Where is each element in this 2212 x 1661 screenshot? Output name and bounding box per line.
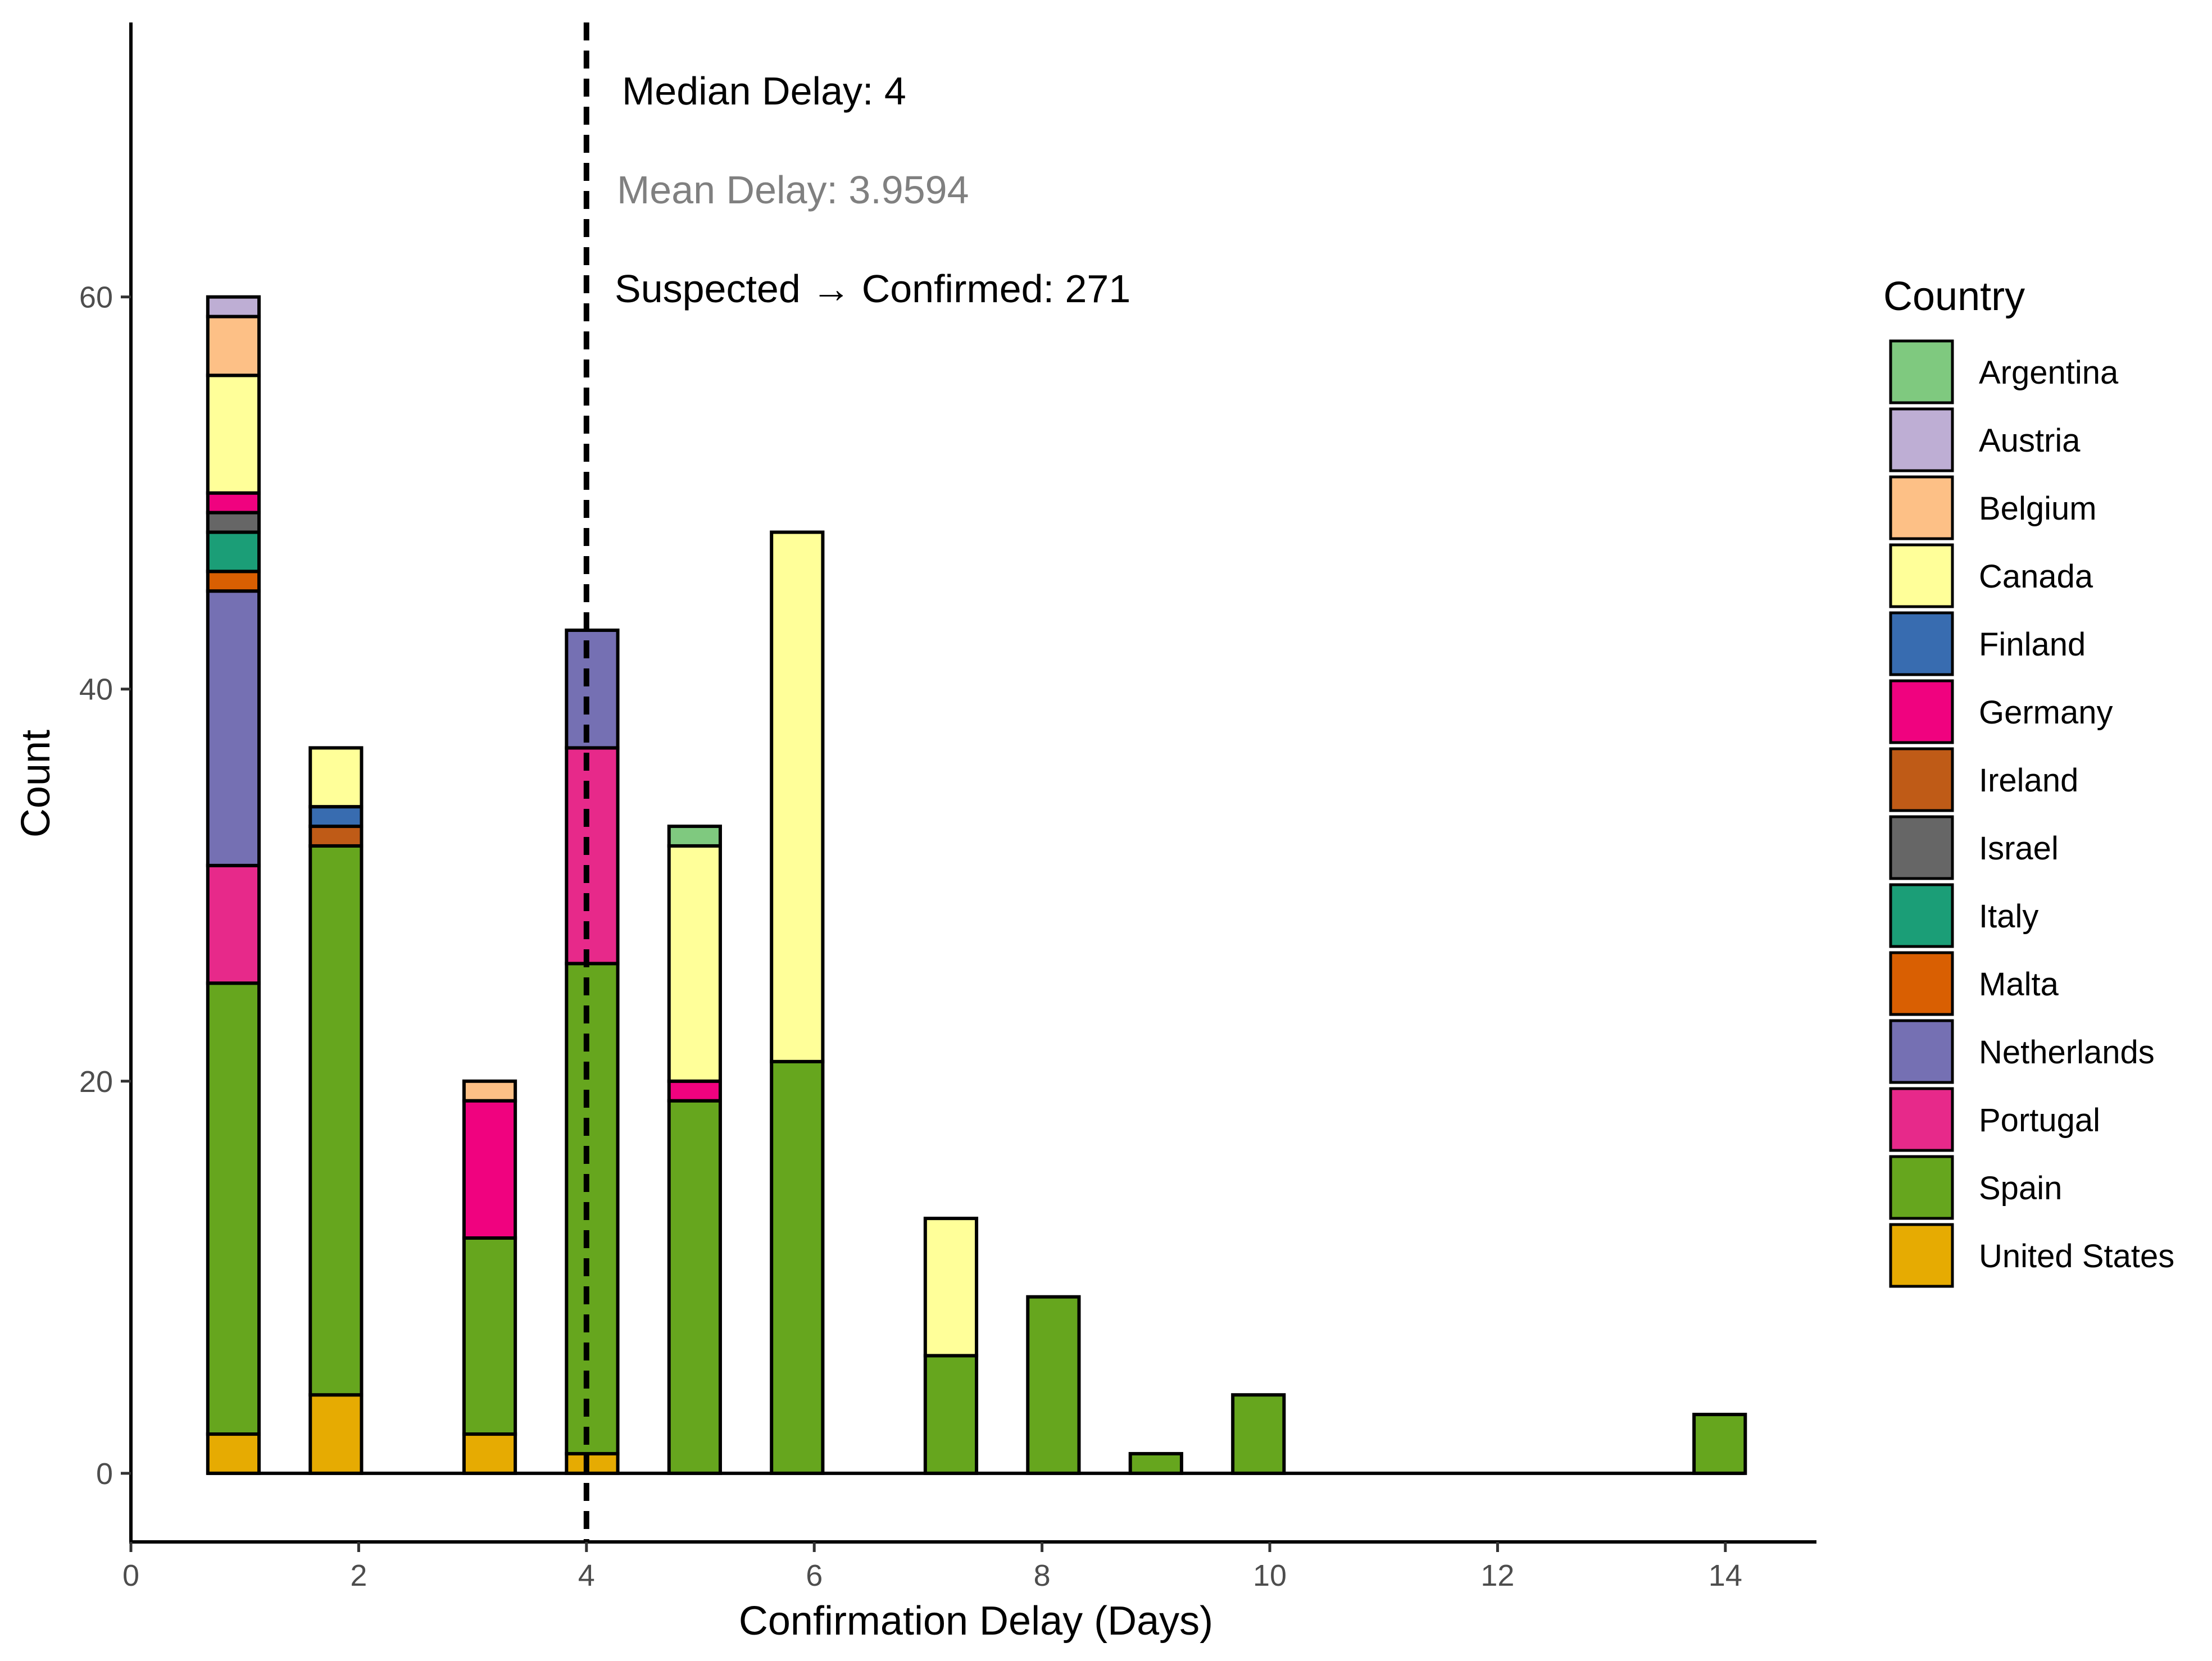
- x-tick-label: 8: [1034, 1559, 1051, 1592]
- legend-label-united-states: United States: [1979, 1238, 2174, 1275]
- x-tick-label: 0: [122, 1559, 139, 1592]
- x-tick-label: 10: [1253, 1559, 1287, 1592]
- bar-segment-finland: [308, 805, 364, 829]
- bar-segment-italy: [206, 530, 261, 574]
- bar-segment-austria: [206, 295, 261, 318]
- suspected-confirmed-annotation: Suspected → Confirmed: 271: [615, 267, 1130, 311]
- bar-segment-canada: [308, 746, 364, 809]
- legend-label-portugal: Portugal: [1979, 1102, 2100, 1139]
- y-axis-title: Count: [13, 730, 58, 838]
- legend-label-germany: Germany: [1979, 694, 2113, 731]
- bar-segment-spain: [1026, 1295, 1081, 1475]
- legend-key-netherlands: [1889, 1019, 1954, 1084]
- legend-label-netherlands: Netherlands: [1979, 1034, 2155, 1071]
- bar-segment-portugal: [206, 863, 261, 985]
- legend-label-austria: Austria: [1979, 422, 2081, 459]
- bar-segment-germany: [667, 1079, 722, 1103]
- x-axis-title: Confirmation Delay (Days): [739, 1599, 1213, 1644]
- bar-segment-belgium: [206, 315, 261, 377]
- y-ticks: 0 20 40 60: [79, 281, 131, 1491]
- bar-segment-united-states: [206, 1432, 261, 1475]
- bar-segment-spain: [667, 1099, 722, 1475]
- legend-key-israel: [1889, 815, 1954, 880]
- bar-segment-germany: [462, 1099, 517, 1240]
- bar-segment-spain: [1128, 1451, 1183, 1475]
- mean-delay-annotation: Mean Delay: 3.9594: [617, 168, 969, 212]
- legend-label-finland: Finland: [1979, 626, 2086, 663]
- bar-segment-canada: [923, 1217, 979, 1358]
- legend-key-finland: [1889, 611, 1954, 676]
- bar-segment-spain: [565, 962, 620, 1455]
- bar-segment-netherlands: [206, 589, 261, 867]
- bar-segment-ireland: [308, 825, 364, 848]
- legend-key-ireland: [1889, 747, 1954, 812]
- bar-segment-united-states: [308, 1393, 364, 1475]
- bar-segment-united-states: [565, 1451, 620, 1475]
- bar-segment-spain: [1231, 1393, 1286, 1475]
- legend-label-italy: Italy: [1979, 898, 2038, 935]
- bar-segment-spain: [770, 1059, 825, 1475]
- bar-segment-united-states: [462, 1432, 517, 1475]
- bar-segment-netherlands: [565, 629, 620, 750]
- bar-segment-canada: [667, 844, 722, 1083]
- x-tick-label: 6: [806, 1559, 823, 1592]
- legend-key-malta: [1889, 951, 1954, 1016]
- legend-label-malta: Malta: [1979, 966, 2059, 1003]
- legend-items: Argentina Austria Belgium Canada Finland Germ…: [1889, 339, 2174, 1288]
- legend-key-portugal: [1889, 1087, 1954, 1152]
- x-tick-label: 4: [578, 1559, 595, 1592]
- legend-label-ireland: Ireland: [1979, 762, 2078, 799]
- x-tick-label: 2: [350, 1559, 367, 1592]
- legend-key-canada: [1889, 543, 1954, 608]
- legend-key-italy: [1889, 883, 1954, 948]
- y-tick-label: 20: [79, 1065, 113, 1099]
- legend-key-argentina: [1889, 339, 1954, 404]
- x-ticks: 0 2 4 6 8 10 12 14: [122, 1542, 1742, 1592]
- legend-title: Country: [1883, 274, 2025, 319]
- bar-segment-canada: [770, 530, 825, 1063]
- legend-label-argentina: Argentina: [1979, 354, 2119, 391]
- bar-segment-spain: [308, 844, 364, 1397]
- bar-segment-spain: [1692, 1413, 1747, 1475]
- bar-segment-canada: [206, 374, 261, 495]
- bar-segment-argentina: [667, 825, 722, 848]
- bar-segment-spain: [923, 1354, 979, 1475]
- legend-key-belgium: [1889, 475, 1954, 540]
- bars-layer: [206, 295, 1747, 1475]
- y-tick-label: 60: [79, 281, 113, 315]
- legend-key-austria: [1889, 407, 1954, 472]
- legend: Country Argentina Austria Belgium Canada Fin…: [1883, 274, 2174, 1288]
- legend-label-belgium: Belgium: [1979, 490, 2097, 527]
- y-tick-label: 40: [79, 673, 113, 707]
- x-tick-label: 14: [1709, 1559, 1742, 1592]
- bar-segment-israel: [206, 511, 261, 534]
- legend-label-canada: Canada: [1979, 558, 2093, 595]
- bar-segment-spain: [462, 1236, 517, 1436]
- legend-label-spain: Spain: [1979, 1170, 2062, 1207]
- legend-key-spain: [1889, 1155, 1954, 1220]
- bar-segment-portugal: [565, 746, 620, 966]
- bar-segment-belgium: [462, 1079, 517, 1103]
- annotations-layer: Median Delay: 4 Mean Delay: 3.9594 Suspe…: [583, 22, 1130, 1542]
- median-delay-annotation: Median Delay: 4: [622, 69, 906, 113]
- legend-key-germany: [1889, 679, 1954, 744]
- legend-key-united-states: [1889, 1223, 1954, 1288]
- bar-segment-malta: [206, 570, 261, 593]
- bar-segment-germany: [206, 491, 261, 515]
- x-tick-label: 12: [1480, 1559, 1514, 1592]
- legend-label-israel: Israel: [1979, 830, 2059, 867]
- axes-layer: 0 20 40 60 0 2 4 6 8 10 12 14 Confirmation Delay (…: [13, 22, 1816, 1644]
- bar-segment-spain: [206, 981, 261, 1436]
- y-tick-label: 0: [96, 1457, 113, 1491]
